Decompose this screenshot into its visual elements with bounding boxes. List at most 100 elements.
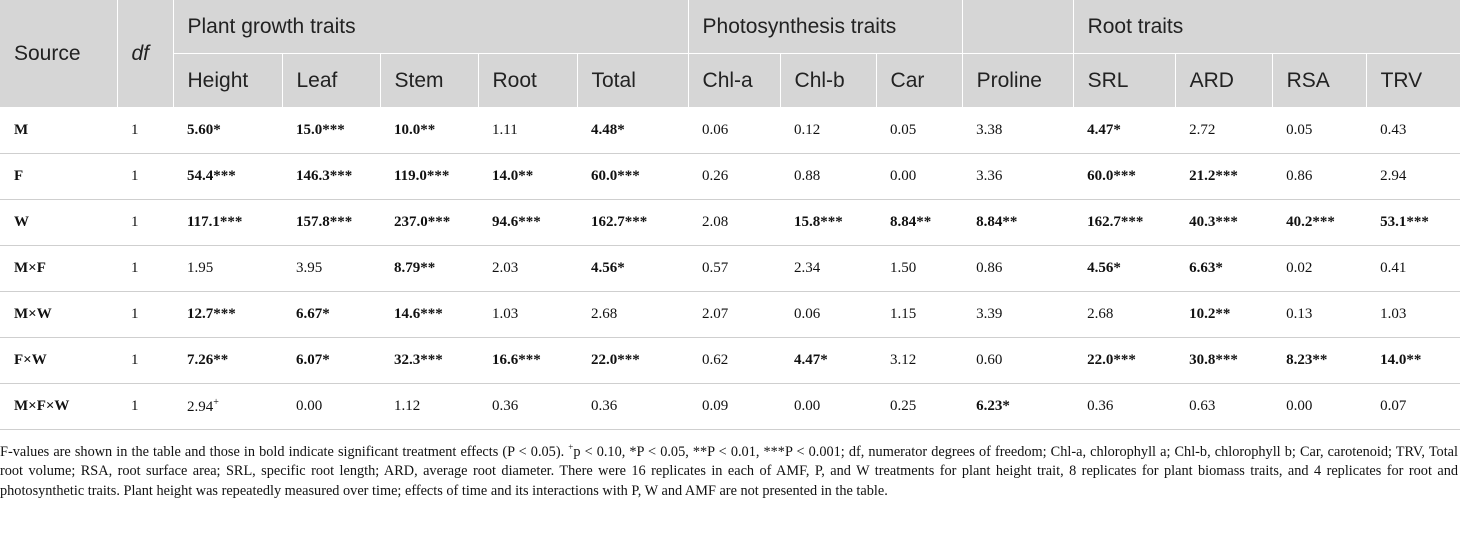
value-text: 0.63 — [1189, 398, 1216, 414]
value-cell: 237.0*** — [380, 199, 478, 246]
source-cell: M×W — [0, 291, 117, 338]
value-cell: 1.03 — [1366, 291, 1460, 338]
value-cell: 0.05 — [876, 107, 963, 154]
value-text: 32.3*** — [394, 352, 443, 368]
value-cell: 0.12 — [780, 107, 877, 154]
value-text: 54.4*** — [187, 168, 236, 184]
value-cell: 1.11 — [478, 107, 577, 154]
value-text: 0.86 — [976, 260, 1003, 276]
value-text: 0.62 — [702, 352, 729, 368]
value-text: 6.67* — [296, 306, 330, 322]
column-header: Stem — [379, 53, 478, 108]
column-header: Leaf — [281, 53, 380, 108]
value-cell: 0.63 — [1175, 383, 1273, 430]
value-text: 7.26** — [187, 352, 229, 368]
value-text: 4.47* — [1087, 122, 1121, 138]
value-text: 0.07 — [1380, 398, 1407, 414]
value-cell: 0.36 — [1073, 383, 1176, 430]
group-header: Source — [0, 0, 117, 108]
value-cell: 3.39 — [962, 291, 1074, 338]
value-cell: 3.36 — [962, 153, 1074, 200]
value-text: 3.95 — [296, 260, 323, 276]
value-cell: 0.36 — [577, 383, 689, 430]
value-cell: 2.94 — [1366, 153, 1460, 200]
value-text: 8.84** — [976, 214, 1018, 230]
value-text: 0.02 — [1286, 260, 1313, 276]
value-cell: 60.0*** — [1073, 153, 1176, 200]
table-header: Source df Plant growth traits Photosynthesi… — [0, 0, 1460, 108]
table-row: M×W 1 12.7*** 6.67* 14.6*** 1.03 2.68 2.07 0.06 1… — [0, 291, 1460, 338]
value-text: 14.6*** — [394, 306, 443, 322]
value-cell: 0.05 — [1272, 107, 1367, 154]
value-cell: 157.8*** — [282, 199, 380, 246]
column-header: Chl-a — [687, 53, 781, 108]
group-header — [961, 0, 1074, 54]
value-text: 0.00 — [890, 168, 917, 184]
value-text: 22.0*** — [1087, 352, 1136, 368]
value-text: 0.13 — [1286, 306, 1313, 322]
value-cell: 14.0** — [1366, 337, 1460, 384]
value-text: 2.72 — [1189, 122, 1216, 138]
df-cell: 1 — [117, 153, 173, 200]
value-cell: 0.26 — [688, 153, 781, 200]
value-text: 3.39 — [976, 306, 1003, 322]
value-cell: 15.0*** — [282, 107, 380, 154]
value-cell: 6.67* — [282, 291, 380, 338]
value-cell: 5.60* — [173, 107, 282, 154]
value-text: 0.25 — [890, 398, 917, 414]
value-cell: 0.09 — [688, 383, 781, 430]
value-cell: 0.88 — [780, 153, 877, 200]
value-cell: 14.6*** — [380, 291, 478, 338]
value-cell: 2.07 — [688, 291, 781, 338]
value-cell: 0.43 — [1366, 107, 1460, 154]
value-cell: 22.0*** — [1073, 337, 1176, 384]
table-row: M×F×W 1 2.94+ 0.00 1.12 0.36 0.36 0.09 0.00 0.25 6… — [0, 383, 1460, 430]
value-text: 94.6*** — [492, 214, 541, 230]
source-cell: F×W — [0, 337, 117, 384]
value-text: 0.00 — [794, 398, 821, 414]
value-text: 2.03 — [492, 260, 519, 276]
footnote: F-values are shown in the table and thos… — [0, 438, 1458, 501]
value-text: 0.60 — [976, 352, 1003, 368]
value-cell: 1.15 — [876, 291, 963, 338]
value-cell: 0.00 — [876, 153, 963, 200]
value-text: 60.0*** — [591, 168, 640, 184]
value-text: 0.00 — [296, 398, 323, 414]
source-cell: F — [0, 153, 117, 200]
value-text: 6.23* — [976, 398, 1010, 414]
value-text: 0.12 — [794, 122, 821, 138]
value-text: 2.68 — [591, 306, 618, 322]
source-cell: M — [0, 107, 117, 154]
value-text: 10.2** — [1189, 306, 1231, 322]
value-cell: 0.13 — [1272, 291, 1367, 338]
value-cell: 0.86 — [1272, 153, 1367, 200]
value-text: 53.1*** — [1380, 214, 1429, 230]
value-text: 14.0** — [1380, 352, 1422, 368]
value-text: 157.8*** — [296, 214, 353, 230]
value-cell: 0.00 — [780, 383, 877, 430]
value-text: 2.07 — [702, 306, 729, 322]
value-cell: 0.60 — [962, 337, 1074, 384]
df-cell: 1 — [117, 107, 173, 154]
value-text: 0.57 — [702, 260, 729, 276]
value-text: 3.36 — [976, 168, 1003, 184]
value-cell: 117.1*** — [173, 199, 282, 246]
value-cell: 21.2*** — [1175, 153, 1273, 200]
value-cell: 146.3*** — [282, 153, 380, 200]
value-cell: 10.2** — [1175, 291, 1273, 338]
value-cell: 0.86 — [962, 245, 1074, 292]
value-text: 4.47* — [794, 352, 828, 368]
value-cell: 8.84** — [876, 199, 963, 246]
value-text: 2.34 — [794, 260, 821, 276]
group-header: Plant growth traits — [172, 0, 689, 54]
value-cell: 1.95 — [173, 245, 282, 292]
value-text: 6.63* — [1189, 260, 1223, 276]
value-cell: 4.48* — [577, 107, 689, 154]
value-cell: 60.0*** — [577, 153, 689, 200]
table-row: F 1 54.4*** 146.3*** 119.0*** 14.0** 60.0*** 0.… — [0, 153, 1460, 200]
value-cell: 15.8*** — [780, 199, 877, 246]
column-header: Height — [172, 53, 282, 108]
value-text: 2.68 — [1087, 306, 1114, 322]
value-text: 2.94 — [1380, 168, 1407, 184]
df-cell: 1 — [117, 291, 173, 338]
